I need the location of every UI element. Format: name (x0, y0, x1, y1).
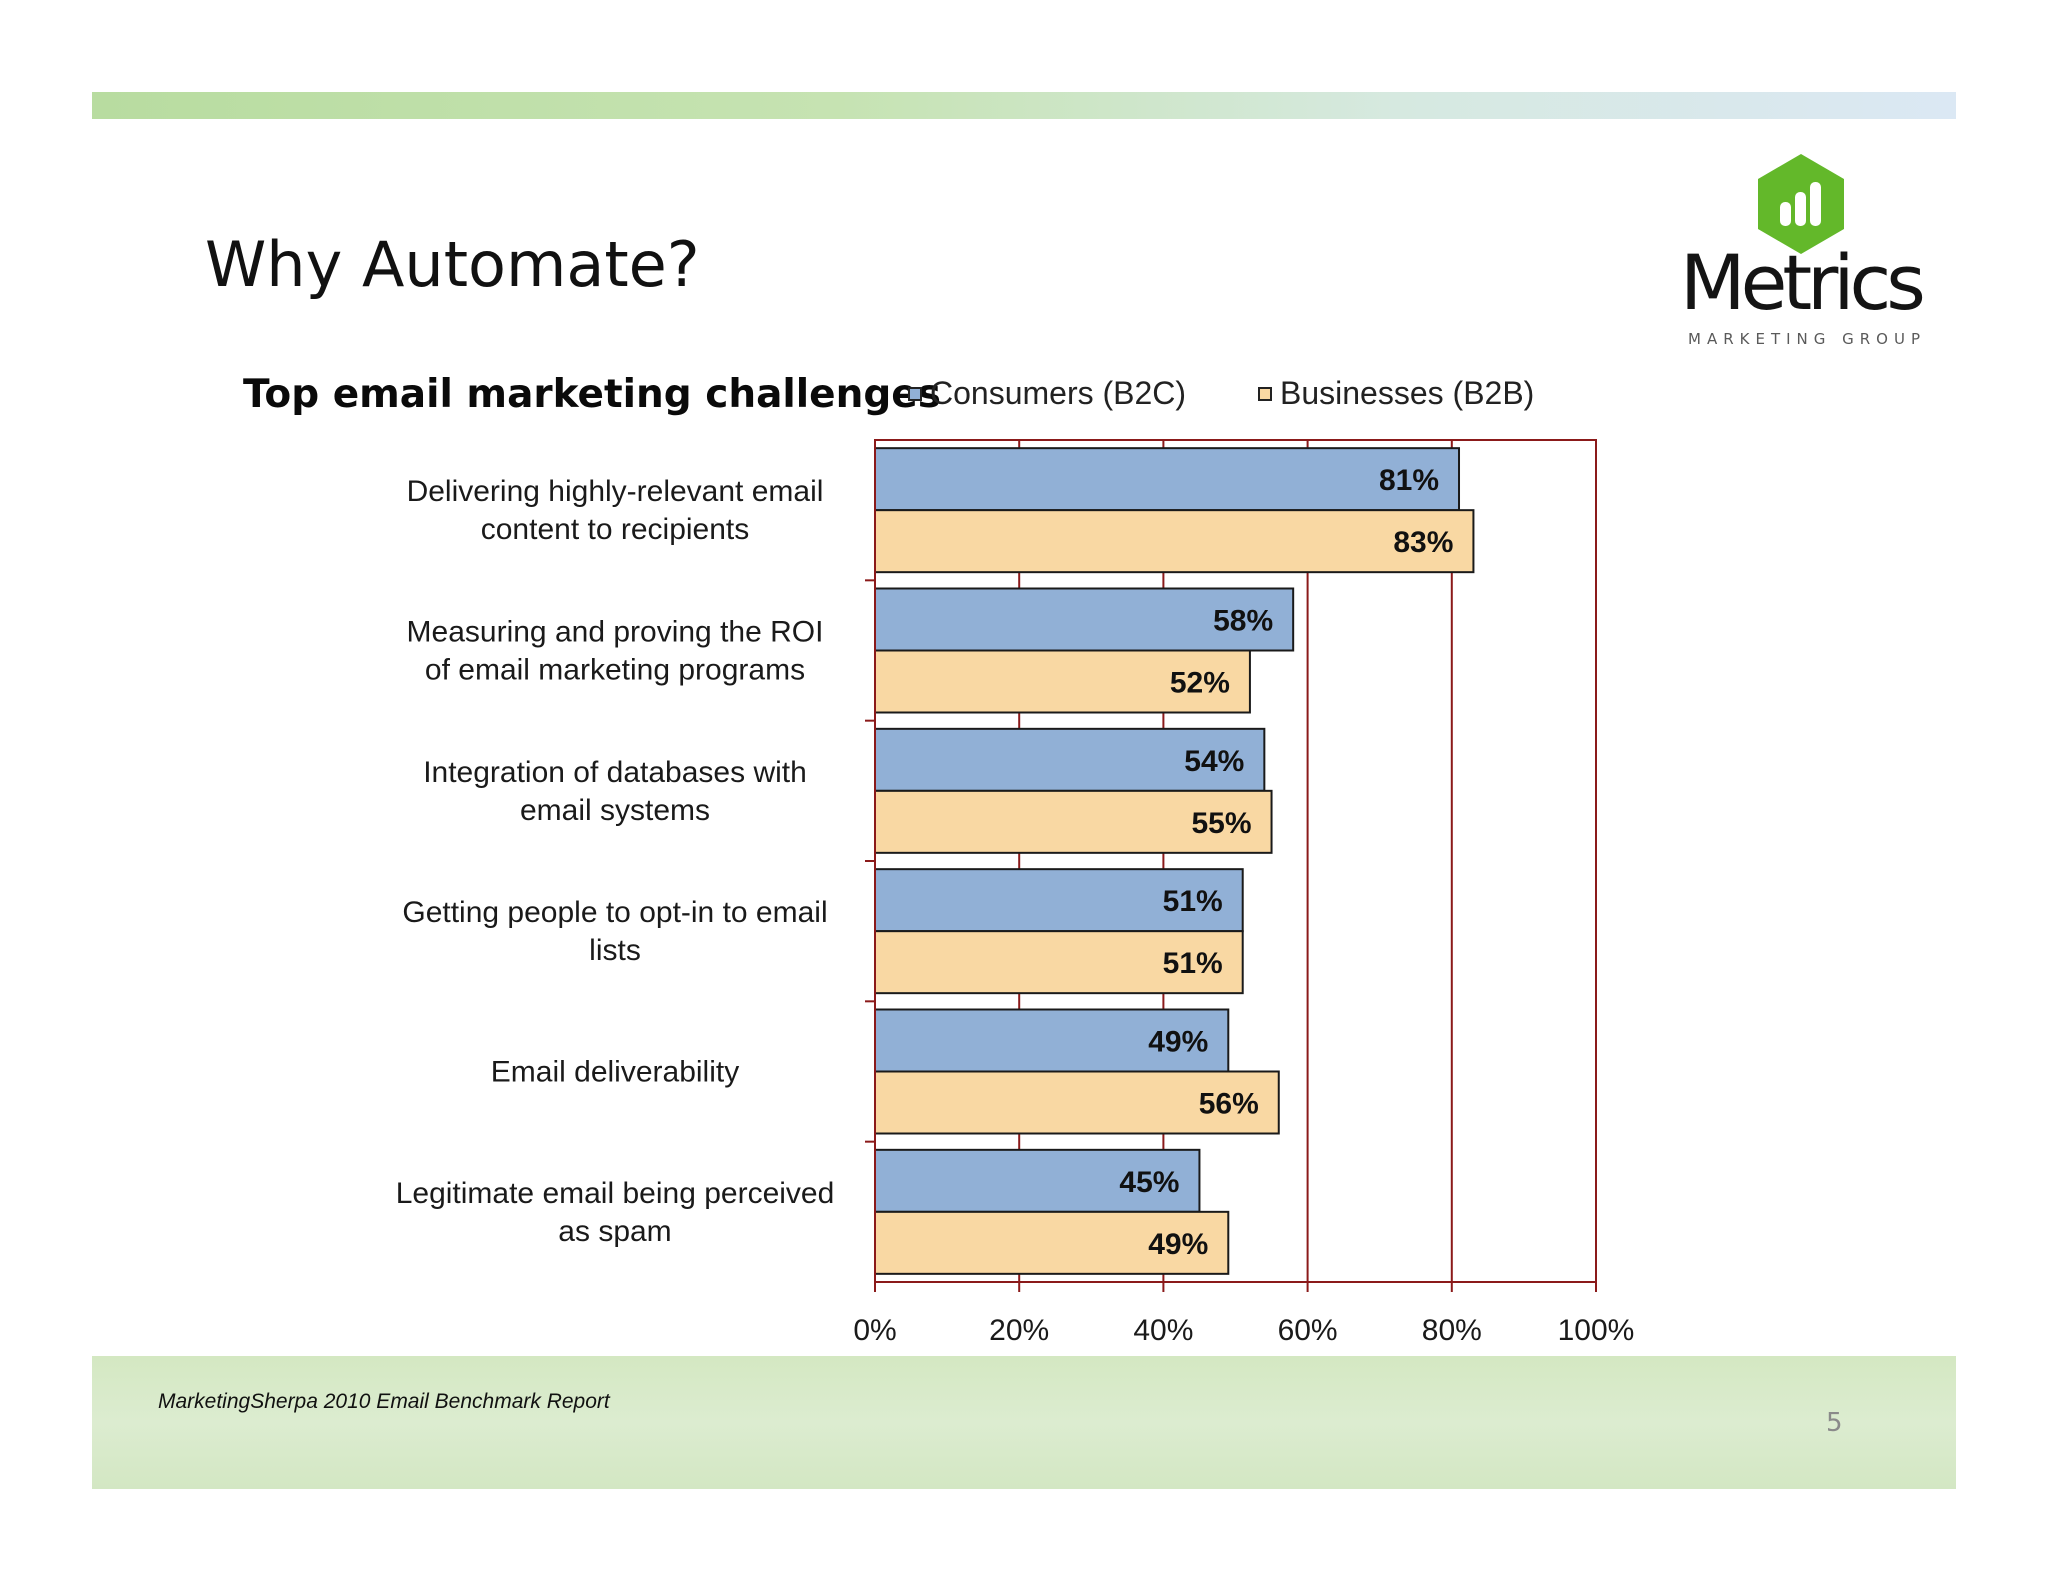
bar-b2c (874, 1148, 1201, 1213)
bar-b2b (874, 509, 1475, 574)
bar-value-label: 52% (1170, 667, 1230, 700)
category-label: Measuring and proving the ROI of email ma… (407, 616, 824, 687)
slide-title: Why Automate? (205, 228, 700, 301)
bar-b2c (874, 727, 1266, 792)
x-tick-label: 60% (1278, 1314, 1338, 1347)
metrics-logo: Metrics MARKETING GROUP (1680, 150, 1927, 350)
top-decorative-band (92, 92, 1956, 119)
category-label-line: of email marketing programs (425, 654, 805, 687)
x-tick-label: 20% (989, 1314, 1049, 1347)
bar-chart: 81% 83% Delivering highly-relevant email co… (396, 439, 1635, 1347)
category-label-line: Legitimate email being perceived (396, 1177, 835, 1210)
logo-hexagon-icon (1758, 154, 1844, 254)
category-label-line: Getting people to opt-in to email (402, 896, 827, 929)
bar-value-label: 56% (1199, 1088, 1259, 1121)
bar-value-label: 51% (1163, 885, 1223, 918)
x-tick-label: 40% (1133, 1314, 1193, 1347)
category-label: Getting people to opt-in to email lists (402, 896, 827, 967)
category-label-line: content to recipients (481, 513, 750, 546)
category-label: Legitimate email being perceived as spam (396, 1177, 835, 1248)
category-label-line: Email deliverability (491, 1056, 739, 1089)
bar-value-label: 58% (1213, 605, 1273, 638)
bar-value-label: 83% (1393, 526, 1453, 559)
x-tick-label: 0% (853, 1314, 896, 1347)
legend-item-b2c: Consumers (B2C) (908, 375, 1186, 412)
plot-frame (874, 439, 1597, 1283)
bar-value-label: 45% (1119, 1166, 1179, 1199)
legend-swatch-b2c (908, 386, 922, 401)
category-label: Delivering highly-relevant email content … (407, 475, 824, 546)
bar-value-label: 49% (1148, 1228, 1208, 1261)
category-label-line: Measuring and proving the ROI (407, 616, 824, 649)
x-tick-label: 80% (1422, 1314, 1482, 1347)
legend-label-b2b: Businesses (B2B) (1280, 375, 1535, 411)
page-number: 5 (1826, 1408, 1843, 1438)
legend-item-b2b: Businesses (B2B) (1258, 375, 1534, 412)
category-label-line: Integration of databases with (423, 756, 807, 789)
bar-value-label: 49% (1148, 1026, 1208, 1059)
bar-b2c (874, 587, 1295, 652)
bar-value-label: 51% (1163, 947, 1223, 980)
bar-b2b (874, 1070, 1280, 1135)
category-label: Email deliverability (491, 1056, 739, 1089)
category-label: Integration of databases with email syste… (423, 756, 807, 827)
bar-value-label: 54% (1184, 745, 1244, 778)
source-citation: MarketingSherpa 2010 Email Benchmark Rep… (158, 1390, 610, 1413)
legend-label-b2c: Consumers (B2C) (930, 375, 1187, 411)
category-label-line: lists (589, 934, 641, 967)
legend-swatch-b2b (1258, 386, 1272, 401)
category-label-line: email systems (520, 794, 710, 827)
logo-tagline: MARKETING GROUP (1688, 330, 1927, 348)
bar-b2c (874, 868, 1244, 933)
chart-title: Top email marketing challenges (243, 372, 941, 417)
bar-b2c (874, 1008, 1230, 1073)
category-label-line: as spam (558, 1215, 671, 1248)
bar-value-label: 55% (1192, 807, 1252, 840)
bar-b2b (874, 789, 1273, 854)
bar-b2c (874, 447, 1461, 512)
footer-decorative-band (92, 1356, 1956, 1489)
bar-value-label: 81% (1379, 464, 1439, 497)
x-tick-label: 100% (1558, 1314, 1635, 1347)
category-label-line: Delivering highly-relevant email (407, 475, 824, 508)
logo-wordmark: Metrics (1680, 238, 1926, 327)
